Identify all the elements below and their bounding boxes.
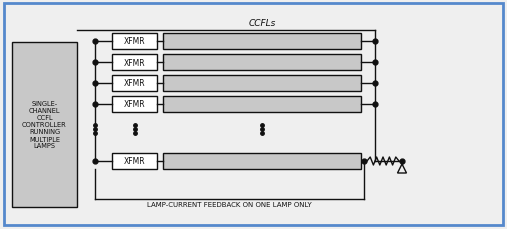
Bar [112, 97, 157, 112]
Text: CCFLs: CCFLs [248, 18, 276, 27]
Bar [163, 97, 361, 112]
Bar [163, 55, 361, 71]
Text: XFMR: XFMR [124, 100, 146, 109]
Bar [163, 76, 361, 92]
Text: XFMR: XFMR [124, 37, 146, 46]
Text: XFMR: XFMR [124, 79, 146, 88]
Bar [112, 55, 157, 71]
Text: XFMR: XFMR [124, 157, 146, 166]
Text: XFMR: XFMR [124, 58, 146, 67]
Bar [163, 34, 361, 50]
Bar [112, 153, 157, 169]
Bar [112, 76, 157, 92]
Bar [163, 153, 361, 169]
Bar [112, 34, 157, 50]
Text: SINGLE-
CHANNEL
CCFL
CONTROLLER
RUNNING
MULTIPLE
LAMPS: SINGLE- CHANNEL CCFL CONTROLLER RUNNING … [22, 101, 67, 149]
Text: LAMP-CURRENT FEEDBACK ON ONE LAMP ONLY: LAMP-CURRENT FEEDBACK ON ONE LAMP ONLY [147, 201, 312, 207]
Bar [12, 43, 77, 207]
